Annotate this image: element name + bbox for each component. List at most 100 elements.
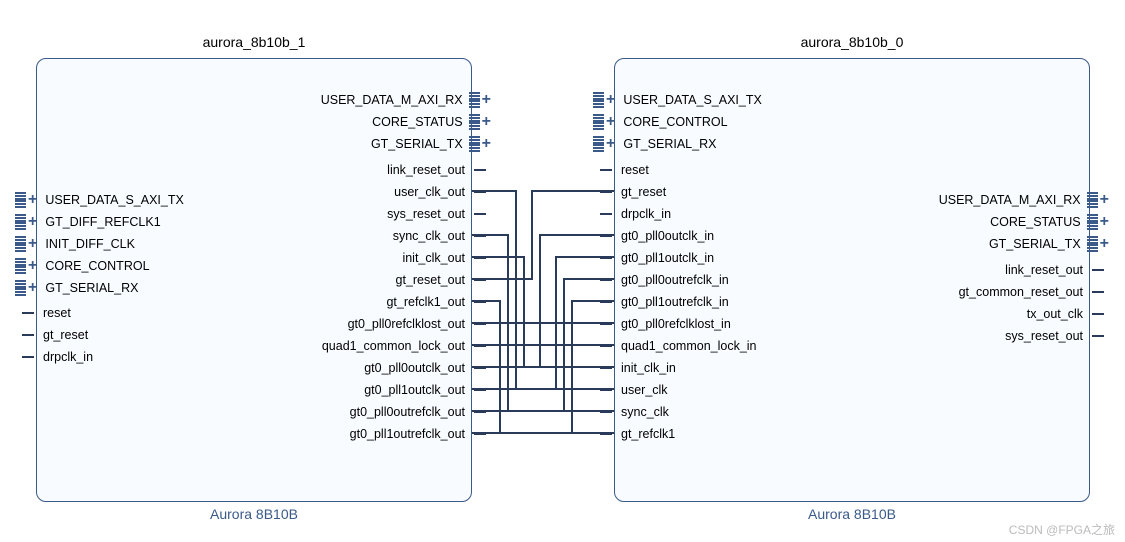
port-quad1_common_lock_out: quad1_common_lock_out	[322, 335, 489, 357]
watermark: CSDN @FPGA之旅	[1009, 521, 1115, 538]
port-label: link_reset_out	[1005, 263, 1083, 277]
net-wire	[539, 234, 541, 368]
port-gt_common_reset_out: gt_common_reset_out	[959, 281, 1107, 303]
port-label: init_clk_out	[402, 251, 465, 265]
port-core_control: +CORE_CONTROL	[15, 255, 150, 277]
port-init_diff_clk: +INIT_DIFF_CLK	[15, 233, 135, 255]
port-label: CORE_STATUS	[990, 215, 1081, 229]
port-reset: reset	[19, 302, 71, 324]
port-label: quad1_common_lock_out	[322, 339, 465, 353]
port-drpclk_in: drpclk_in	[597, 203, 671, 225]
net-wire	[556, 256, 614, 258]
port-label: GT_SERIAL_RX	[623, 137, 716, 151]
port-label: link_reset_out	[387, 163, 465, 177]
port-drpclk_in: drpclk_in	[19, 346, 93, 368]
port-link_reset_out: link_reset_out	[1005, 259, 1107, 281]
port-label: sys_reset_out	[1005, 329, 1083, 343]
port-label: quad1_common_lock_in	[621, 339, 757, 353]
port-gt_serial_rx: +GT_SERIAL_RX	[15, 277, 138, 299]
port-label: GT_SERIAL_RX	[45, 281, 138, 295]
net-wire	[472, 322, 548, 324]
net-wire	[472, 300, 500, 302]
port-label: gt0_pll0outclk_out	[364, 361, 465, 375]
port-gt0_pll1outrefclk_out: gt0_pll1outrefclk_out	[350, 423, 489, 445]
port-label: gt_refclk1	[621, 427, 675, 441]
block-title: aurora_8b10b_0	[614, 34, 1090, 50]
port-gt0_pll0refclklost_out: gt0_pll0refclklost_out	[348, 313, 489, 335]
port-gt_serial_tx: +GT_SERIAL_TX	[989, 233, 1111, 255]
port-gt_refclk1: gt_refclk1	[597, 423, 675, 445]
net-wire	[548, 322, 614, 324]
port-label: user_clk	[621, 383, 668, 397]
port-label: gt0_pll1outclk_in	[621, 251, 714, 265]
port-reset: reset	[597, 159, 649, 181]
port-label: gt_reset_out	[396, 273, 466, 287]
net-wire	[472, 432, 572, 434]
port-label: drpclk_in	[43, 350, 93, 364]
net-wire	[472, 388, 556, 390]
port-sync_clk_out: sync_clk_out	[393, 225, 489, 247]
port-label: user_clk_out	[394, 185, 465, 199]
net-wire	[472, 256, 524, 258]
port-user_data_m_axi_rx: +USER_DATA_M_AXI_RX	[939, 189, 1111, 211]
port-gt0_pll0refclklost_in: gt0_pll0refclklost_in	[597, 313, 731, 335]
ip-block: +USER_DATA_S_AXI_TX+CORE_CONTROL+GT_SERI…	[614, 58, 1090, 502]
port-label: sync_clk_out	[393, 229, 465, 243]
port-gt0_pll0outrefclk_in: gt0_pll0outrefclk_in	[597, 269, 729, 291]
port-user_data_m_axi_rx: +USER_DATA_M_AXI_RX	[321, 89, 493, 111]
net-wire	[472, 278, 532, 280]
port-quad1_common_lock_in: quad1_common_lock_in	[597, 335, 757, 357]
port-label: sys_reset_out	[387, 207, 465, 221]
port-user_clk: user_clk	[597, 379, 668, 401]
net-wire	[564, 278, 614, 280]
port-gt_serial_tx: +GT_SERIAL_TX	[371, 133, 493, 155]
port-sys_reset_out: sys_reset_out	[1005, 325, 1107, 347]
block-title: aurora_8b10b_1	[36, 34, 472, 50]
port-gt_reset: gt_reset	[19, 324, 88, 346]
net-wire	[472, 190, 516, 192]
net-wire	[572, 300, 614, 302]
port-label: gt_refclk1_out	[386, 295, 465, 309]
port-label: USER_DATA_M_AXI_RX	[939, 193, 1081, 207]
port-label: sync_clk	[621, 405, 669, 419]
port-core_status: +CORE_STATUS	[990, 211, 1111, 233]
port-gt_reset: gt_reset	[597, 181, 666, 203]
port-label: GT_DIFF_REFCLK1	[45, 215, 160, 229]
port-gt_serial_rx: +GT_SERIAL_RX	[593, 133, 716, 155]
net-wire	[540, 234, 614, 236]
port-label: USER_DATA_S_AXI_TX	[623, 93, 761, 107]
net-wire	[472, 366, 540, 368]
port-gt0_pll0outrefclk_out: gt0_pll0outrefclk_out	[350, 401, 489, 423]
port-label: gt0_pll0outrefclk_out	[350, 405, 465, 419]
net-wire	[523, 256, 525, 368]
port-gt0_pll0outclk_in: gt0_pll0outclk_in	[597, 225, 714, 247]
port-label: USER_DATA_S_AXI_TX	[45, 193, 183, 207]
port-gt0_pll1outclk_out: gt0_pll1outclk_out	[364, 379, 489, 401]
port-label: USER_DATA_M_AXI_RX	[321, 93, 463, 107]
port-gt0_pll0outclk_out: gt0_pll0outclk_out	[364, 357, 489, 379]
port-user_data_s_axi_tx: +USER_DATA_S_AXI_TX	[15, 189, 184, 211]
port-label: gt0_pll0refclklost_out	[348, 317, 465, 331]
port-label: reset	[43, 306, 71, 320]
port-label: CORE_CONTROL	[623, 115, 727, 129]
port-label: gt_reset	[43, 328, 88, 342]
port-label: gt0_pll1outrefclk_in	[621, 295, 729, 309]
net-wire	[472, 410, 564, 412]
port-label: gt0_pll1outclk_out	[364, 383, 465, 397]
port-init_clk_out: init_clk_out	[402, 247, 489, 269]
port-user_data_s_axi_tx: +USER_DATA_S_AXI_TX	[593, 89, 762, 111]
port-label: tx_out_clk	[1027, 307, 1083, 321]
block-footer: Aurora 8B10B	[614, 506, 1090, 522]
port-label: INIT_DIFF_CLK	[45, 237, 135, 251]
port-label: gt0_pll0outclk_in	[621, 229, 714, 243]
port-sync_clk: sync_clk	[597, 401, 669, 423]
port-gt_reset_out: gt_reset_out	[396, 269, 490, 291]
port-label: GT_SERIAL_TX	[371, 137, 463, 151]
port-gt0_pll1outclk_in: gt0_pll1outclk_in	[597, 247, 714, 269]
port-init_clk_in: init_clk_in	[597, 357, 676, 379]
port-user_clk_out: user_clk_out	[394, 181, 489, 203]
port-label: CORE_STATUS	[372, 115, 463, 129]
block-footer: Aurora 8B10B	[36, 506, 472, 522]
net-wire	[472, 344, 548, 346]
port-core_status: +CORE_STATUS	[372, 111, 493, 133]
